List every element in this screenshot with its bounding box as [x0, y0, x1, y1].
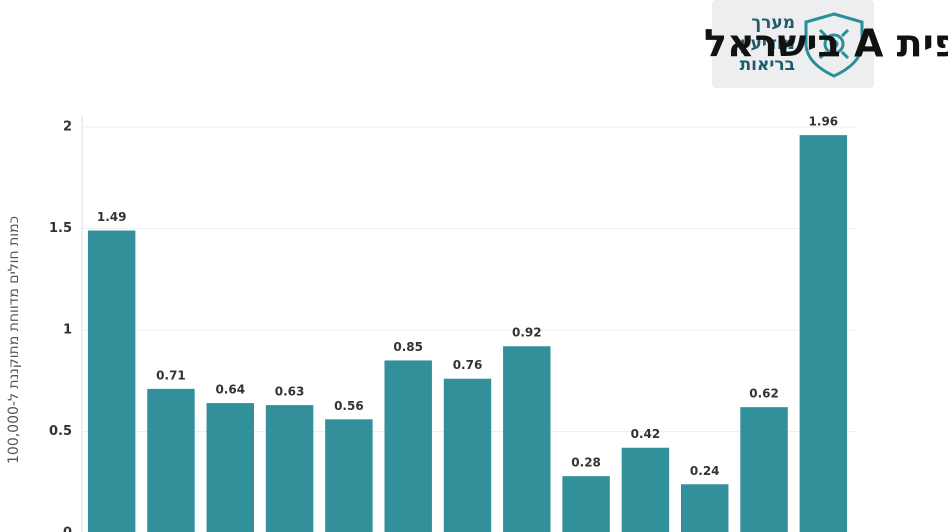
value-label: 0.62: [749, 387, 779, 401]
bar: [562, 476, 610, 532]
bar: [265, 405, 314, 532]
bar: [325, 419, 373, 532]
logo-text: מודיעין: [740, 34, 795, 54]
value-label: 1.96: [809, 115, 839, 129]
bar: [503, 346, 551, 532]
value-label: 0.63: [275, 385, 305, 399]
logo-box: [712, 0, 874, 88]
bar: [799, 135, 848, 532]
value-label: 1.49: [97, 210, 127, 224]
bar: [681, 484, 729, 532]
logo-icon: [804, 12, 864, 78]
bar: [621, 447, 670, 532]
y-tick-label: 1: [63, 323, 72, 338]
value-label: 0.24: [690, 464, 720, 478]
y-tick-label: 2: [63, 120, 72, 135]
value-label: 0.92: [512, 326, 542, 340]
value-label: 0.28: [571, 456, 601, 470]
value-label: 0.64: [215, 383, 245, 397]
value-label: 0.42: [631, 427, 661, 441]
bar: [147, 388, 195, 532]
y-axis-label: כמות חולים מדווחת מתוקננת ל-100,000: [6, 216, 22, 464]
value-label: 0.56: [334, 399, 364, 413]
bar: [206, 403, 254, 532]
value-label: 0.85: [393, 340, 423, 354]
bar: [740, 407, 788, 532]
bar: [443, 378, 492, 532]
chart-title: תחלואת צהבת נגיפית A בישראל: [704, 22, 948, 66]
logo-text: בריאות: [740, 55, 795, 75]
y-tick-label: 0: [63, 526, 72, 532]
value-label: 0.71: [156, 368, 186, 382]
logo-text: מערך: [751, 13, 795, 33]
value-label: 0.76: [453, 358, 483, 372]
y-tick-label: 1.5: [49, 221, 72, 236]
bar: [87, 230, 136, 532]
bar: [384, 360, 432, 532]
y-tick-label: 0.5: [49, 424, 72, 439]
